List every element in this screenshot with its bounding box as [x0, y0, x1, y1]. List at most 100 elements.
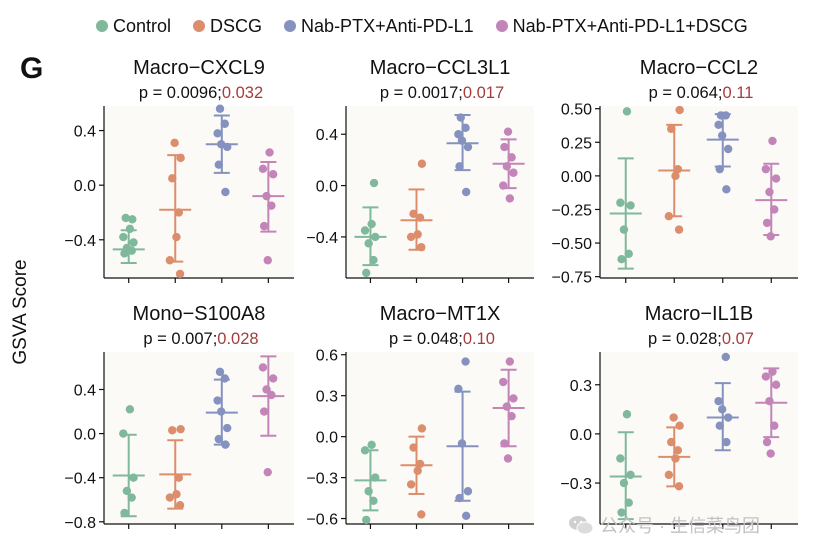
legend-item-nab-ptx-anti-pd-l1-dscg: Nab-PTX+Anti-PD-L1+DSCG — [495, 15, 748, 37]
data-point — [217, 407, 226, 416]
data-point — [461, 511, 471, 521]
data-point — [765, 187, 774, 197]
data-point — [220, 119, 229, 128]
y-tick-label: −0.4 — [306, 230, 338, 247]
data-point — [716, 111, 726, 120]
data-point — [717, 405, 727, 414]
chart-panel: −0.4 0.0 0.4 Macro−CCL3L1 p = 0.0017;0.017 — [306, 57, 534, 283]
y-tick-label: −0.4 — [64, 471, 96, 488]
series-group — [755, 136, 788, 241]
data-point — [617, 254, 626, 264]
data-point — [364, 487, 373, 496]
data-point — [119, 429, 128, 438]
data-point — [499, 377, 508, 387]
data-point — [722, 437, 731, 447]
data-point — [463, 487, 473, 496]
data-point — [367, 440, 376, 450]
data-point — [221, 187, 230, 197]
watermark-text: 公众号 · 生信菜鸟团 — [600, 516, 760, 536]
data-point — [617, 508, 626, 517]
y-tick-label: −0.4 — [64, 233, 96, 250]
p-value-label: p = 0.048;0.10 — [389, 330, 495, 348]
data-point — [669, 413, 678, 422]
data-point — [176, 424, 185, 434]
y-tick-label: −0.3 — [560, 476, 592, 493]
data-point — [766, 449, 775, 458]
data-point — [457, 439, 467, 448]
panel-title: Macro−CCL2 — [640, 57, 758, 79]
series-group — [159, 138, 192, 279]
data-point — [170, 138, 179, 148]
data-point — [220, 374, 229, 383]
data-point — [626, 201, 635, 210]
series-group — [159, 424, 192, 510]
p-value-adjusted: 0.032 — [222, 84, 263, 102]
legend-label-nab-ptx-anti-pd-l1-dscg: Nab-PTX+Anti-PD-L1+DSCG — [512, 15, 748, 36]
p-value-main: p = 0.0017; — [380, 84, 463, 102]
data-point — [509, 394, 518, 403]
p-value-label: p = 0.064;0.11 — [649, 84, 754, 102]
data-point — [723, 144, 733, 154]
data-point — [119, 232, 128, 242]
data-point — [413, 230, 422, 239]
data-point — [129, 473, 138, 482]
data-point — [121, 213, 130, 223]
p-value-label: p = 0.028;0.07 — [648, 330, 754, 348]
data-point — [214, 434, 223, 444]
data-point — [415, 213, 425, 222]
data-point — [624, 498, 633, 507]
data-point — [761, 372, 771, 381]
data-point — [762, 437, 772, 447]
y-tick-label: −0.6 — [306, 512, 338, 529]
legend-dot-nab-ptx-anti-pd-l1-dscg — [495, 20, 508, 32]
data-point — [715, 164, 724, 174]
y-tick-label: 0.3 — [316, 389, 338, 406]
data-point — [406, 232, 416, 242]
watermark: 公众号 · 生信菜鸟团 — [568, 512, 760, 538]
y-tick-label: 0.50 — [561, 102, 592, 119]
data-point — [664, 211, 674, 221]
y-tick-label: 0.6 — [316, 348, 338, 365]
data-point — [259, 407, 269, 416]
series-group — [658, 105, 691, 234]
data-point — [362, 268, 371, 278]
p-value-label: p = 0.0017;0.017 — [380, 84, 504, 102]
series-group — [354, 440, 387, 525]
data-point — [367, 219, 376, 229]
data-point — [129, 238, 138, 247]
data-point — [674, 225, 684, 234]
data-point — [717, 131, 727, 140]
data-point — [125, 224, 135, 234]
legend-dot-nab-ptx-anti-pd-l1 — [284, 20, 297, 32]
y-tick-label: 0.4 — [316, 127, 338, 144]
data-point — [417, 510, 426, 519]
data-point — [624, 249, 633, 259]
data-point — [268, 170, 278, 179]
legend-dot-dscg — [193, 20, 206, 32]
data-point — [168, 426, 177, 435]
panel-title: Macro−CCL3L1 — [370, 57, 511, 79]
data-point — [505, 194, 515, 203]
data-point — [172, 490, 181, 499]
wechat-icon — [569, 516, 594, 535]
data-point — [715, 421, 724, 430]
data-point — [221, 440, 230, 449]
chart-panel: −0.6 −0.3 0.0 0.3 0.6 Macro−MT1X p = 0.048;0.1… — [306, 303, 534, 529]
data-point — [500, 439, 509, 448]
data-point — [505, 357, 515, 366]
data-point — [673, 446, 683, 455]
data-point — [454, 130, 463, 139]
data-point — [406, 480, 416, 489]
y-tick-label: 0.00 — [561, 169, 592, 186]
data-point — [364, 239, 373, 248]
data-point — [454, 384, 463, 394]
plot-background — [346, 106, 534, 278]
y-tick-label: 0.25 — [561, 135, 592, 152]
data-point — [667, 437, 676, 447]
data-point — [768, 136, 777, 146]
data-point — [215, 367, 225, 377]
data-point — [765, 396, 774, 406]
y-tick-label: 0.4 — [74, 124, 96, 141]
data-point — [120, 508, 129, 518]
series-group — [446, 113, 479, 197]
